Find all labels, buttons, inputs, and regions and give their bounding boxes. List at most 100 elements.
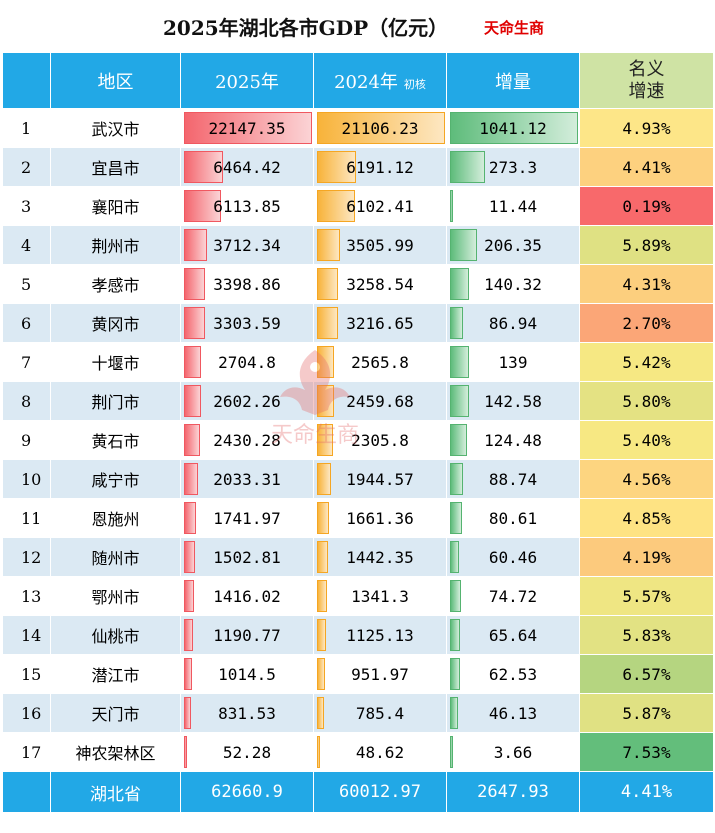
- gdp-2025-cell: 1416.02: [180, 576, 314, 616]
- gdp-2025-cell: 1741.97: [180, 498, 314, 538]
- table-row: 11 恩施州 1741.97 1661.36 80.61 4.85%: [2, 498, 714, 538]
- gdp-2025-cell: 52.28: [180, 732, 314, 772]
- rank-cell: 9: [2, 420, 51, 460]
- gdp-2025-cell: 1014.5: [180, 654, 314, 694]
- gdp-2024-value: 21106.23: [341, 118, 419, 138]
- increase-cell: 1041.12: [446, 108, 580, 148]
- gdp-2024-bar: [317, 385, 334, 417]
- growth-cell: 4.56%: [579, 459, 714, 499]
- gdp-2025-bar: [184, 658, 192, 690]
- table-row: 3 襄阳市 6113.85 6102.41 11.44 0.19%: [2, 186, 714, 226]
- table-row: 16 天门市 831.53 785.4 46.13 5.87%: [2, 693, 714, 733]
- gdp-2025-bar: [184, 190, 221, 222]
- table-row: 4 荆州市 3712.34 3505.99 206.35 5.89%: [2, 225, 714, 265]
- increase-bar: [450, 385, 469, 417]
- gdp-2024-value: 3505.99: [346, 235, 414, 255]
- gdp-2024-value: 48.62: [355, 742, 405, 762]
- gdp-2024-value: 6191.12: [346, 157, 414, 177]
- increase-value: 74.72: [488, 586, 538, 606]
- gdp-2025-bar: [184, 580, 194, 612]
- growth-cell: 5.40%: [579, 420, 714, 460]
- gdp-2024-value: 3258.54: [346, 274, 414, 294]
- gdp-2024-bar: [317, 463, 331, 495]
- increase-bar: [450, 502, 462, 534]
- increase-value: 273.3: [488, 157, 538, 177]
- gdp-2024-bar: [317, 658, 325, 690]
- gdp-2024-bar: [317, 697, 324, 729]
- rank-cell: 15: [2, 654, 51, 694]
- gdp-2025-value: 2430.28: [213, 430, 281, 450]
- gdp-2025-value: 3303.59: [213, 313, 281, 333]
- growth-cell: 4.19%: [579, 537, 714, 577]
- gdp-2025-bar: [184, 229, 207, 261]
- table-row: 13 鄂州市 1416.02 1341.3 74.72 5.57%: [2, 576, 714, 616]
- increase-value: 124.48: [484, 430, 542, 450]
- region-cell: 神农架林区: [50, 732, 181, 772]
- increase-bar: [450, 580, 461, 612]
- increase-value: 86.94: [488, 313, 538, 333]
- total-row: 湖北省 62660.9 60012.97 2647.93 4.41%: [2, 771, 714, 813]
- increase-bar: [450, 112, 578, 144]
- gdp-2025-cell: 3712.34: [180, 225, 314, 265]
- table-row: 5 孝感市 3398.86 3258.54 140.32 4.31%: [2, 264, 714, 304]
- table-row: 15 潜江市 1014.5 951.97 62.53 6.57%: [2, 654, 714, 694]
- gdp-2025-value: 2033.31: [213, 469, 281, 489]
- gdp-2024-cell: 951.97: [313, 654, 447, 694]
- increase-value: 1041.12: [479, 118, 547, 138]
- increase-bar: [450, 229, 477, 261]
- increase-cell: 80.61: [446, 498, 580, 538]
- increase-value: 62.53: [488, 664, 538, 684]
- growth-cell: 2.70%: [579, 303, 714, 343]
- region-cell: 孝感市: [50, 264, 181, 304]
- increase-value: 3.66: [493, 742, 533, 762]
- header-2024: 2024年 初核: [313, 52, 447, 109]
- gdp-2024-value: 785.4: [355, 703, 405, 723]
- gdp-2024-cell: 1442.35: [313, 537, 447, 577]
- growth-cell: 6.57%: [579, 654, 714, 694]
- increase-value: 139: [498, 352, 528, 372]
- increase-cell: 142.58: [446, 381, 580, 421]
- gdp-2025-cell: 6113.85: [180, 186, 314, 226]
- gdp-2024-bar: [317, 619, 326, 651]
- increase-value: 65.64: [488, 625, 538, 645]
- gdp-2025-bar: [184, 424, 200, 456]
- increase-bar: [450, 658, 460, 690]
- gdp-2025-value: 3712.34: [213, 235, 281, 255]
- increase-cell: 74.72: [446, 576, 580, 616]
- gdp-2024-cell: 3258.54: [313, 264, 447, 304]
- gdp-2025-value: 831.53: [218, 703, 276, 723]
- gdp-2024-cell: 2459.68: [313, 381, 447, 421]
- rank-cell: 4: [2, 225, 51, 265]
- brand-label: 天命生商: [484, 19, 545, 37]
- growth-cell: 5.80%: [579, 381, 714, 421]
- gdp-2024-cell: 6191.12: [313, 147, 447, 187]
- table-row: 10 咸宁市 2033.31 1944.57 88.74 4.56%: [2, 459, 714, 499]
- increase-bar: [450, 541, 459, 573]
- title-bar: 2025年湖北各市GDP（亿元） 天命生商: [0, 0, 715, 52]
- gdp-2024-cell: 21106.23: [313, 108, 447, 148]
- gdp-2024-value: 2565.8: [351, 352, 409, 372]
- gdp-2025-value: 6113.85: [213, 196, 281, 216]
- region-cell: 黄冈市: [50, 303, 181, 343]
- increase-value: 206.35: [484, 235, 542, 255]
- gdp-2024-bar: [317, 736, 320, 768]
- total-increase: 2647.93: [446, 771, 580, 813]
- region-cell: 仙桃市: [50, 615, 181, 655]
- increase-value: 80.61: [488, 508, 538, 528]
- gdp-2025-bar: [184, 619, 193, 651]
- rank-cell: 17: [2, 732, 51, 772]
- rank-cell: 3: [2, 186, 51, 226]
- increase-value: 88.74: [488, 469, 538, 489]
- gdp-2025-value: 2704.8: [218, 352, 276, 372]
- growth-cell: 4.93%: [579, 108, 714, 148]
- region-cell: 十堰市: [50, 342, 181, 382]
- increase-cell: 206.35: [446, 225, 580, 265]
- gdp-2024-cell: 1125.13: [313, 615, 447, 655]
- rank-cell: 16: [2, 693, 51, 733]
- gdp-2025-cell: 2704.8: [180, 342, 314, 382]
- gdp-2024-bar: [317, 541, 328, 573]
- increase-bar: [450, 697, 458, 729]
- growth-cell: 5.57%: [579, 576, 714, 616]
- gdp-2024-bar: [317, 580, 327, 612]
- rank-cell: 2: [2, 147, 51, 187]
